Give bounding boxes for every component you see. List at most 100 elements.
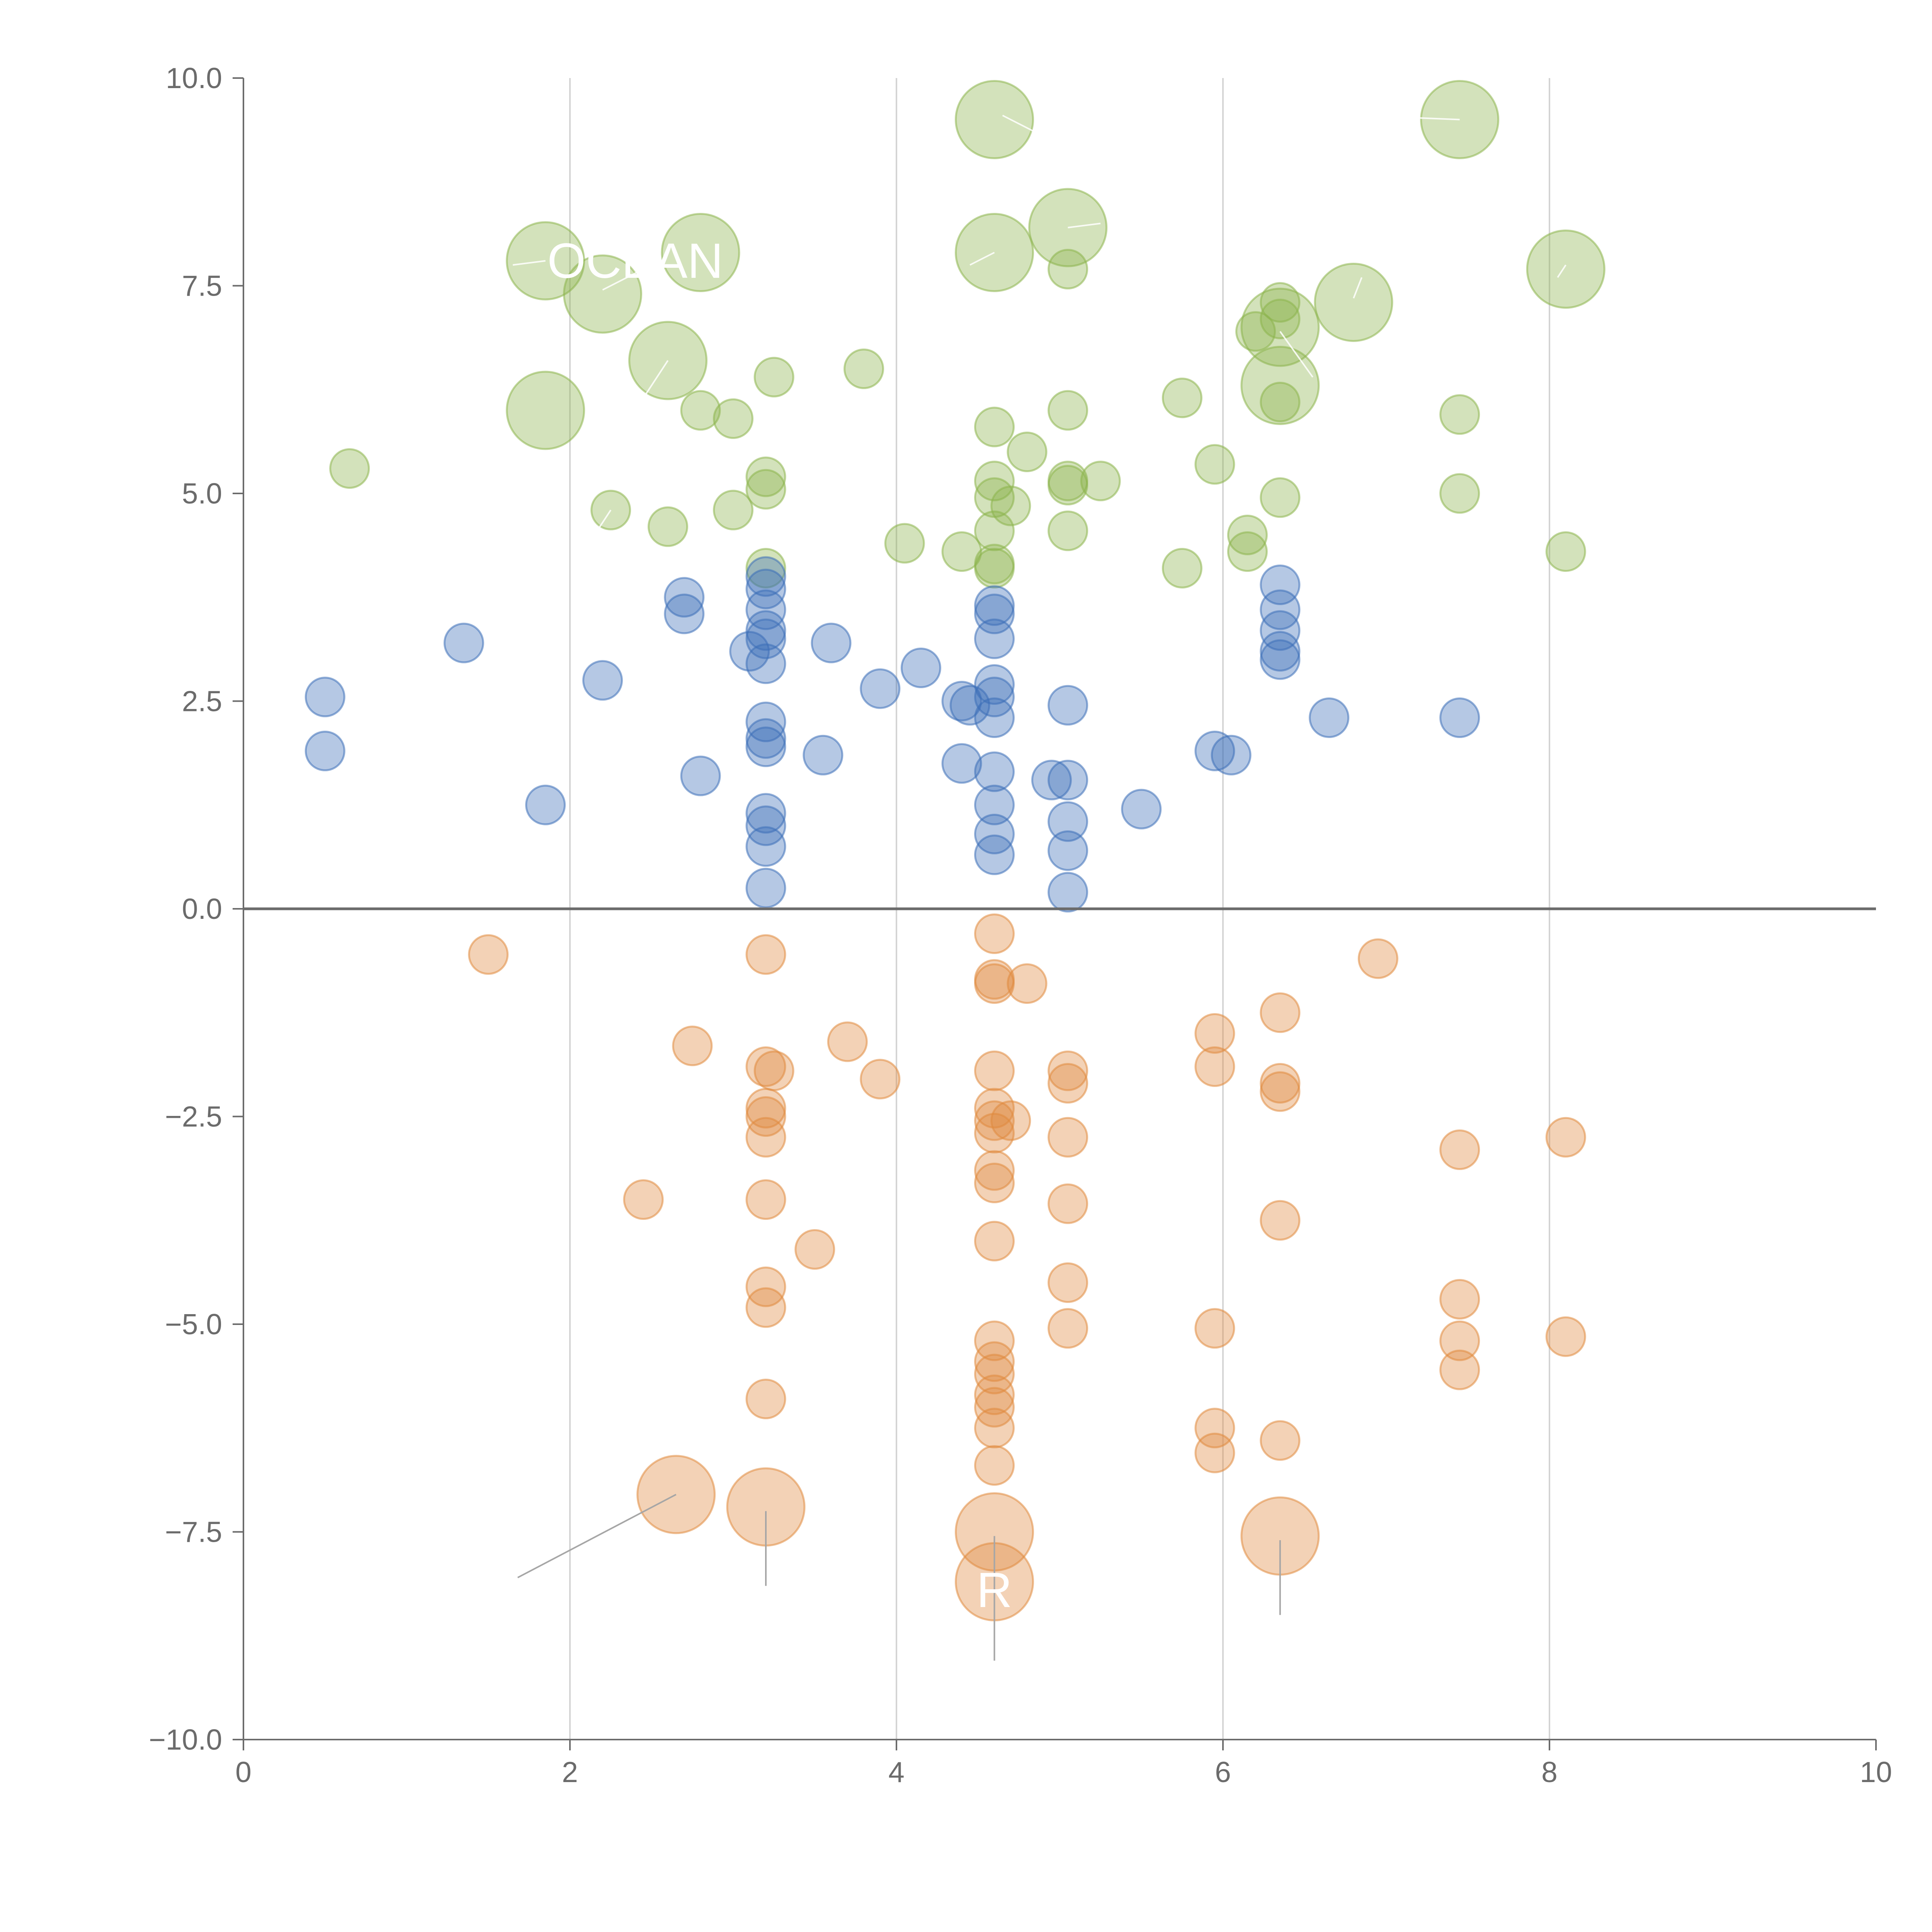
green-data-point [1260, 299, 1301, 339]
blue-data-point [745, 589, 786, 630]
blue-data-point [1260, 565, 1301, 605]
x-tick-label: 8 [1541, 1756, 1558, 1788]
blue-data-point [745, 610, 786, 651]
blue-data-point [729, 631, 770, 672]
orange-data-point [974, 1408, 1015, 1449]
orange-data-point [1048, 1308, 1088, 1349]
green-data-point [1048, 390, 1088, 431]
blue-data-point [1121, 789, 1162, 830]
green-data-point [1260, 282, 1301, 323]
green-data-point [745, 469, 786, 510]
blue-data-point [1048, 801, 1088, 842]
y-tick-label: −7.5 [165, 1516, 222, 1548]
green-data-point [1162, 548, 1202, 588]
green-data-point [329, 448, 370, 489]
blue-data-point [974, 618, 1015, 659]
green-data-point [1048, 465, 1088, 505]
orange-data-point [827, 1021, 868, 1062]
orange-data-point [745, 1266, 786, 1307]
orange-data-point [860, 1059, 901, 1100]
orange-data-point [974, 1150, 1015, 1191]
green-data-point [990, 485, 1031, 526]
orange-data-point [974, 1354, 1015, 1395]
blue-data-point [803, 735, 844, 776]
orange-data-point [1260, 1071, 1301, 1112]
green-data-point [753, 357, 794, 398]
axes: 0 2 4 6 8 10 −10.0 −7.5 −5.0 −2.5 0.0 2.5 5.0 7.5 10.0 [149, 62, 1892, 1788]
blue-data-point [443, 622, 484, 663]
orange-data-point [974, 1050, 1015, 1091]
orange-data-point [1260, 1063, 1301, 1104]
orange-data-point [1260, 1420, 1301, 1461]
leader-lines [512, 114, 1566, 1661]
orange-data-point [745, 1379, 786, 1419]
orange-data-point [1439, 1129, 1480, 1170]
data-points [304, 80, 1605, 1621]
green-data-point [713, 398, 753, 439]
green-data-point [1194, 444, 1235, 485]
blue-data-point [525, 784, 566, 825]
blue-data-point [811, 622, 852, 663]
green-data-point [974, 548, 1015, 588]
blue-data-point [745, 643, 786, 684]
y-tick-label: −2.5 [165, 1100, 222, 1133]
leader-line [1418, 117, 1460, 121]
orange-data-point [1439, 1349, 1480, 1390]
orange-data-point [745, 1287, 786, 1328]
y-tick-label: 5.0 [182, 477, 222, 510]
blue-data-point [860, 668, 901, 709]
blue-data-point [1260, 639, 1301, 680]
blue-data-point [1048, 872, 1088, 913]
green-data-point [974, 510, 1015, 551]
point-label: R [976, 1563, 1012, 1618]
green-data-point [506, 371, 585, 450]
blue-data-point [304, 677, 345, 718]
orange-data-point [753, 1050, 794, 1091]
blue-data-point [1194, 731, 1235, 771]
orange-data-point [974, 1445, 1015, 1486]
blue-data-point [900, 648, 941, 688]
x-tick-label: 10 [1860, 1756, 1892, 1788]
blue-data-point [974, 814, 1015, 854]
green-data-point [1545, 531, 1586, 572]
point-labels: OCEAN R [547, 233, 1012, 1618]
leader-line [643, 360, 669, 398]
orange-data-point [974, 963, 1015, 1004]
blue-data-point [1439, 697, 1480, 738]
orange-data-point [1260, 992, 1301, 1033]
point-label: OCEAN [547, 233, 723, 289]
green-data-point [844, 349, 884, 389]
orange-data-point [1007, 963, 1048, 1004]
green-data-point [745, 456, 786, 497]
blue-data-point [304, 731, 345, 771]
green-data-point [1007, 432, 1048, 472]
green-data-point [1260, 477, 1301, 518]
orange-data-point [1439, 1279, 1480, 1320]
orange-data-point [1194, 1013, 1235, 1054]
green-data-point [974, 461, 1015, 502]
orange-data-point [1194, 1432, 1235, 1473]
orange-data-point [974, 913, 1015, 954]
leader-line [512, 260, 546, 266]
y-tick-label: 10.0 [166, 62, 222, 94]
blue-data-point [1048, 760, 1088, 801]
green-data-point [1314, 263, 1393, 342]
orange-data-point [1357, 938, 1398, 979]
blue-data-point [974, 594, 1015, 634]
orange-data-point [1048, 1050, 1088, 1091]
blue-data-point [745, 726, 786, 767]
x-tick-label: 4 [888, 1756, 905, 1788]
orange-data-point [623, 1179, 664, 1220]
green-data-point [1227, 515, 1268, 555]
blue-data-point [1309, 697, 1350, 738]
blue-data-point [1260, 589, 1301, 630]
orange-data-point [974, 1320, 1015, 1361]
y-tick-label: −10.0 [149, 1723, 222, 1756]
orange-data-point [974, 1221, 1015, 1262]
green-data-point [1048, 510, 1088, 551]
blue-data-point [974, 664, 1015, 705]
orange-data-point [974, 1163, 1015, 1203]
leader-line [1279, 331, 1314, 378]
leader-line [594, 509, 612, 536]
green-data-point [1227, 531, 1268, 572]
